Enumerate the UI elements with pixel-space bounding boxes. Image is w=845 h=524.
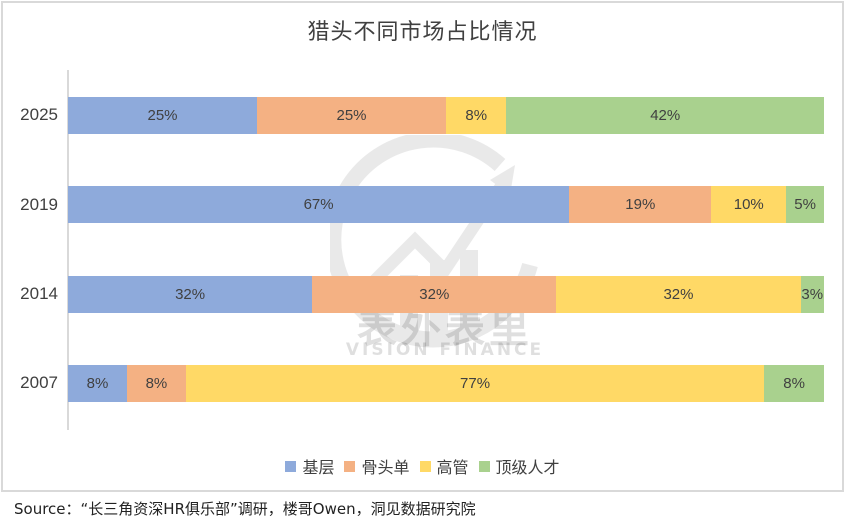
bar-segment-基层: 25% — [68, 97, 257, 134]
chart-legend: 基层 骨头单 高管 顶级人才 — [0, 454, 845, 478]
bar-segment-骨头单: 8% — [126, 365, 186, 402]
bar-segment-骨头单: 32% — [312, 276, 557, 313]
bar-segment-顶级人才: 3% — [800, 276, 824, 313]
legend-label: 骨头单 — [361, 458, 410, 477]
y-tick-label: 2025 — [20, 105, 58, 124]
bar-segment-基层: 8% — [68, 365, 127, 402]
y-tick-label: 2019 — [20, 195, 58, 214]
bar-segment-基层: 32% — [68, 276, 313, 313]
bar-segment-骨头单: 19% — [569, 186, 712, 223]
legend-label: 基层 — [302, 458, 335, 477]
source-note: Source：“长三角资深HR俱乐部”调研，楼哥Owen，洞见数据研究院 — [14, 500, 476, 518]
legend-swatch-icon — [478, 460, 490, 472]
bar-2025: 25% 25% 8% 42% — [68, 97, 824, 134]
legend-swatch-icon — [344, 460, 356, 472]
bar-2007: 8% 8% 77% 8% — [68, 365, 824, 402]
bar-segment-基层: 67% — [68, 186, 570, 223]
legend-swatch-icon — [419, 460, 431, 472]
watermark-en: VISION FINANCE — [345, 340, 545, 360]
watermark-cn: 表外表里 — [357, 306, 533, 352]
legend-item-基层[interactable]: 基层 — [285, 454, 334, 478]
chart-title: 猎头不同市场占比情况 — [307, 20, 538, 45]
legend-item-顶级人才[interactable]: 顶级人才 — [478, 454, 560, 478]
bar-segment-骨头单: 25% — [257, 97, 446, 134]
legend-item-骨头单[interactable]: 骨头单 — [344, 454, 410, 478]
legend-item-高管[interactable]: 高管 — [419, 454, 469, 478]
bar-segment-高管: 77% — [185, 365, 765, 402]
bar-2019: 67% 19% 10% 5% — [68, 186, 824, 223]
legend-label: 高管 — [436, 458, 469, 477]
y-tick-label: 2014 — [20, 284, 58, 303]
bar-segment-高管: 10% — [711, 186, 787, 223]
legend-swatch-icon — [285, 460, 297, 472]
bar-segment-顶级人才: 5% — [786, 186, 824, 223]
y-axis-line — [67, 70, 69, 430]
y-tick-label: 2007 — [20, 373, 58, 392]
legend-label: 顶级人才 — [495, 458, 560, 477]
bar-segment-高管: 32% — [556, 276, 801, 313]
bar-segment-顶级人才: 8% — [764, 365, 824, 402]
bar-segment-顶级人才: 42% — [506, 97, 824, 134]
bar-segment-高管: 8% — [446, 97, 507, 134]
bar-2014: 32% 32% 32% 3% — [68, 276, 824, 313]
chart-frame — [1, 1, 844, 492]
